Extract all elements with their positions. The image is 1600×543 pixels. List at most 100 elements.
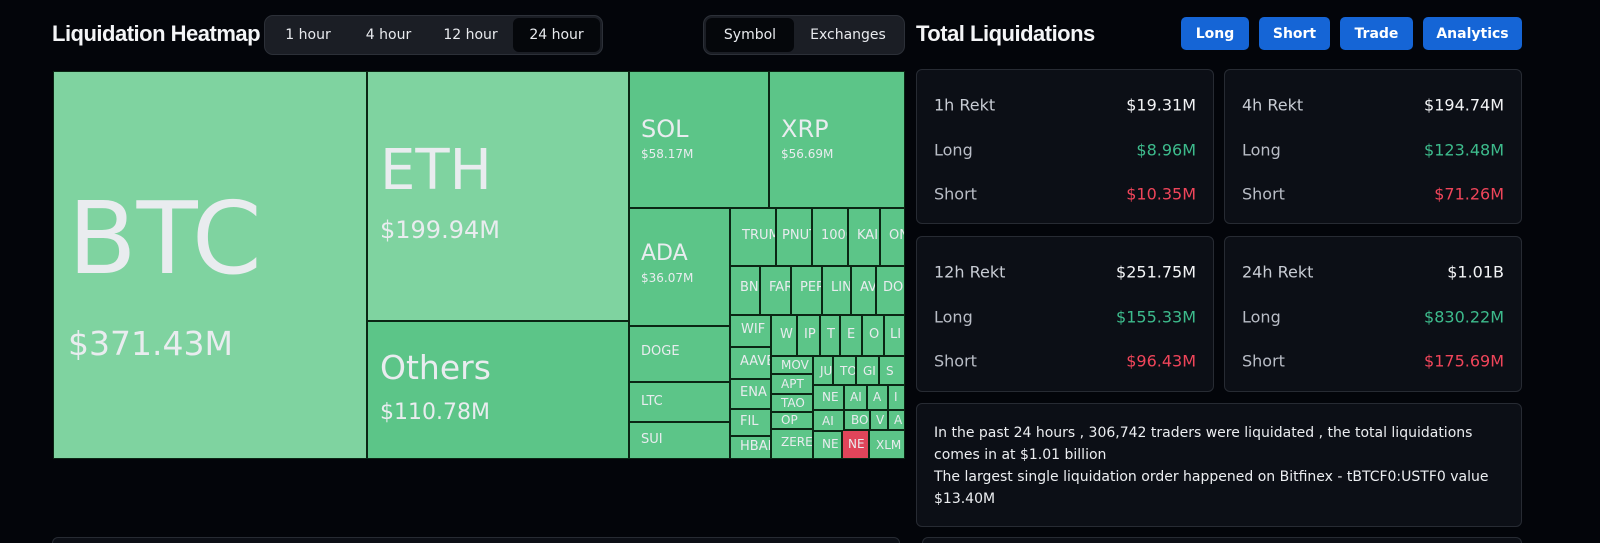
heatmap-tile[interactable]: NE <box>813 431 842 459</box>
tile-symbol: ZERE <box>781 435 813 449</box>
analytics-button[interactable]: Analytics <box>1423 17 1522 50</box>
heatmap-tile[interactable]: TO <box>833 356 856 385</box>
heatmap-tile[interactable]: BO <box>844 410 870 430</box>
view-exchanges-button[interactable]: Exchanges <box>810 27 886 43</box>
heatmap-tile[interactable]: FAR <box>760 266 791 315</box>
heatmap-tile[interactable]: LI <box>884 315 905 356</box>
heatmap-tile[interactable]: WIF <box>730 315 771 347</box>
heatmap-tile[interactable]: LTC <box>629 382 730 422</box>
heatmap-tile[interactable]: AI <box>844 385 867 410</box>
tile-symbol: XRP <box>781 115 829 143</box>
tile-symbol: FIL <box>740 414 759 429</box>
tile-symbol: OP <box>781 413 798 427</box>
short-button[interactable]: Short <box>1259 17 1330 50</box>
tile-value: $36.07M <box>641 271 694 285</box>
heatmap-tile[interactable]: BN <box>730 266 760 315</box>
heatmap-tile[interactable]: GI <box>856 356 879 385</box>
card-label: 24h Rekt <box>1242 262 1314 282</box>
heatmap-tile[interactable]: PEP <box>791 266 822 315</box>
tile-symbol: PEP <box>800 280 822 295</box>
tile-symbol: KAI <box>857 228 879 243</box>
heatmap-tile[interactable]: AAVE <box>730 347 771 379</box>
heatmap-tile[interactable]: ETH $199.94M <box>367 71 629 321</box>
heatmap-tile[interactable]: XLM <box>869 430 905 459</box>
tile-symbol: S <box>886 364 894 378</box>
heatmap-tile[interactable]: Others $110.78M <box>367 321 629 459</box>
heatmap-tile[interactable]: 1000 <box>812 208 848 266</box>
heatmap-tile[interactable]: OP <box>771 412 813 429</box>
heatmap-tile[interactable]: TAO <box>771 394 813 412</box>
tile-symbol: A <box>894 413 903 427</box>
short-value: $10.35M <box>1126 184 1196 204</box>
heatmap-tile[interactable]: BTC $371.43M <box>53 71 367 459</box>
heatmap-tile[interactable]: A <box>888 410 905 430</box>
view-selector: Symbol Exchanges <box>703 15 905 55</box>
tile-symbol: IP <box>804 327 816 342</box>
heatmap-tile[interactable]: W <box>771 315 797 356</box>
heatmap-tile[interactable]: I <box>888 385 905 410</box>
tile-symbol: NE <box>822 390 839 404</box>
timeframe-12h-button[interactable]: 12 hour <box>443 27 498 43</box>
heatmap-tile[interactable]: MOV <box>771 356 813 374</box>
trade-button[interactable]: Trade <box>1340 17 1413 50</box>
card-total: $1.01B <box>1447 262 1504 282</box>
heatmap-tile[interactable]: T <box>820 315 840 356</box>
heatmap-tile[interactable]: JU <box>813 356 833 385</box>
tile-symbol: 1000 <box>821 228 847 243</box>
tile-symbol: WIF <box>741 322 766 337</box>
card-label: 12h Rekt <box>934 262 1006 282</box>
timeframe-24h-button[interactable]: 24 hour <box>513 18 600 52</box>
heatmap-tile[interactable]: NE <box>842 430 869 459</box>
heatmap-tile[interactable]: NE <box>813 385 844 410</box>
long-button[interactable]: Long <box>1181 17 1249 50</box>
tile-value: $371.43M <box>68 324 233 363</box>
tile-symbol: MOV <box>781 358 809 372</box>
heatmap-tile[interactable]: TRUMP <box>730 208 776 266</box>
heatmap-tile[interactable]: AI <box>813 410 844 431</box>
long-label: Long <box>934 307 973 327</box>
heatmap-tile[interactable]: A <box>867 385 888 410</box>
short-label: Short <box>1242 351 1285 371</box>
heatmap-tile[interactable]: V <box>870 410 888 430</box>
view-symbol-button[interactable]: Symbol <box>706 18 794 52</box>
tile-symbol: BN <box>740 280 759 295</box>
heatmap-tile[interactable]: LIN <box>822 266 851 315</box>
tile-symbol: ADA <box>641 241 688 266</box>
heatmap-tile[interactable]: APT <box>771 374 813 394</box>
tile-value: $58.17M <box>641 147 694 161</box>
heatmap-tile[interactable]: DO <box>876 266 905 315</box>
heatmap-tile[interactable]: ON <box>880 208 905 266</box>
heatmap-tile[interactable]: DOGE <box>629 326 730 382</box>
tile-symbol: NE <box>848 437 865 451</box>
heatmap-tile[interactable]: ADA $36.07M <box>629 208 730 326</box>
heatmap-title: Liquidation Heatmap <box>52 21 261 46</box>
short-value: $71.26M <box>1434 184 1504 204</box>
heatmap-tile[interactable]: XRP $56.69M <box>769 71 905 208</box>
heatmap-tile[interactable]: IP <box>797 315 820 356</box>
heatmap-tile[interactable]: O <box>862 315 884 356</box>
liquidation-summary: In the past 24 hours , 306,742 traders w… <box>916 403 1522 527</box>
timeframe-4h-button[interactable]: 4 hour <box>365 27 412 43</box>
heatmap-tile[interactable]: SUI <box>629 422 730 459</box>
tile-symbol: TRUMP <box>742 228 775 243</box>
tile-symbol: ON <box>889 228 904 243</box>
heatmap-tile[interactable]: ZERE <box>771 429 813 459</box>
heatmap-tile[interactable]: S <box>879 356 905 385</box>
tile-symbol: BO <box>851 413 869 427</box>
heatmap-tile[interactable]: ENA <box>730 379 771 409</box>
heatmap-tile[interactable]: KAI <box>848 208 880 266</box>
heatmap-tile[interactable]: HBAR <box>730 436 771 459</box>
tile-symbol: E <box>847 327 856 342</box>
heatmap-tile[interactable]: PNUT <box>776 208 812 266</box>
tile-value: $199.94M <box>380 216 500 244</box>
heatmap-tile[interactable]: FIL <box>730 409 771 436</box>
tile-symbol: ETH <box>380 138 492 203</box>
summary-line-traders: In the past 24 hours , 306,742 traders w… <box>934 425 1473 463</box>
heatmap-tile[interactable]: E <box>840 315 862 356</box>
heatmap-tile[interactable]: AV <box>851 266 876 315</box>
long-label: Long <box>1242 307 1281 327</box>
timeframe-1h-button[interactable]: 1 hour <box>285 27 331 43</box>
tile-symbol: SOL <box>641 115 689 143</box>
heatmap-tile[interactable]: SOL $58.17M <box>629 71 769 208</box>
long-value: $8.96M <box>1136 140 1196 160</box>
